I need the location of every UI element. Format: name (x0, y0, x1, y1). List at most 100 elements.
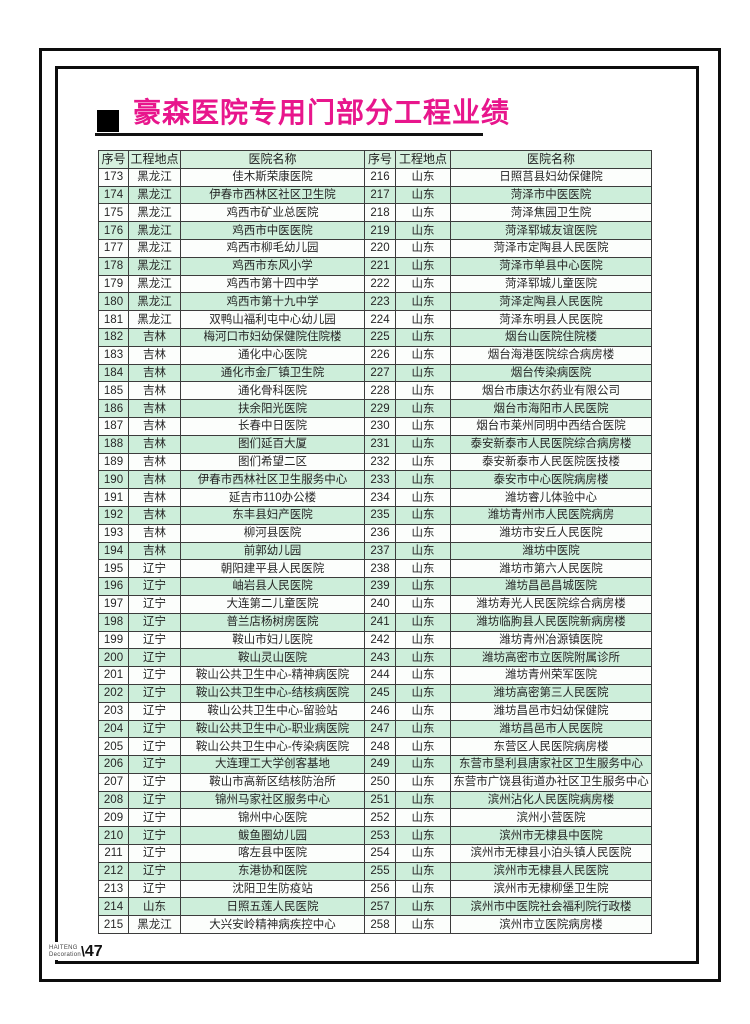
index-cell: 175 (98, 203, 129, 223)
location-cell: 山东 (395, 772, 451, 792)
hospital-name-cell: 鲅鱼圈幼儿园 (180, 826, 365, 846)
location-cell: 辽宁 (128, 612, 181, 632)
index-cell: 206 (98, 755, 129, 774)
location-cell: 辽宁 (128, 559, 181, 579)
index-cell: 196 (98, 577, 129, 596)
index-cell: 210 (98, 826, 129, 846)
index-cell: 242 (364, 630, 396, 650)
index-cell: 229 (364, 399, 396, 418)
hospital-name-cell: 伊春市西林社区卫生服务中心 (180, 470, 365, 490)
index-cell: 213 (98, 879, 129, 899)
index-cell: 218 (364, 203, 396, 223)
location-cell: 山东 (395, 416, 451, 436)
location-cell: 山东 (395, 452, 451, 472)
location-cell: 黑龙江 (128, 274, 181, 294)
table-row: 202 辽宁 鞍山公共卫生中心-结核病医院 245 山东 潍坊高密第三人民医院 (98, 683, 652, 703)
index-cell: 176 (98, 221, 129, 240)
location-cell: 辽宁 (128, 844, 181, 863)
index-cell: 222 (364, 274, 396, 294)
hospital-name-cell: 前郭幼儿园 (180, 541, 365, 561)
index-cell: 193 (98, 523, 129, 543)
index-cell: 251 (364, 790, 396, 810)
header-hospital-left: 医院名称 (180, 150, 365, 169)
hospital-name-cell: 图们延百大厦 (180, 434, 365, 454)
hospital-name-cell: 鞍山灵山医院 (180, 648, 365, 668)
location-cell: 山东 (395, 897, 451, 917)
hospital-name-cell: 鸡西市第十九中学 (180, 292, 365, 312)
table-row: 175 黑龙江 鸡西市矿业总医院 218 山东 菏泽焦园卫生院 (98, 203, 652, 223)
index-cell: 178 (98, 256, 129, 276)
location-cell: 山东 (395, 185, 451, 205)
table-row: 208 辽宁 锦州马家社区服务中心 251 山东 滨州沾化人民医院病房楼 (98, 790, 652, 810)
table-body: 173 黑龙江 佳木斯荣康医院 216 山东 日照莒县妇幼保健院 174 黑龙江 伊春市西林区社… (98, 167, 652, 935)
table-row: 187 吉林 长春中日医院 230 山东 烟台市莱州同明中西结合医院 (98, 416, 652, 436)
location-cell: 山东 (395, 523, 451, 543)
page-number: 47 (84, 943, 103, 960)
index-cell: 181 (98, 310, 129, 329)
hospital-name-cell: 烟台市海阳市人民医院 (450, 399, 652, 418)
hospital-name-cell: 大兴安岭精神病疾控中心 (180, 915, 365, 935)
location-cell: 山东 (395, 915, 451, 935)
location-cell: 山东 (395, 327, 451, 347)
header-location-left: 工程地点 (128, 150, 181, 169)
location-cell: 山东 (395, 719, 451, 739)
hospital-name-cell: 烟台海港医院综合病房楼 (450, 345, 652, 365)
hospital-name-cell: 泰安新泰市人民医院综合病房楼 (450, 434, 652, 454)
table-row: 186 吉林 扶余阳光医院 229 山东 烟台市海阳市人民医院 (98, 399, 652, 418)
hospital-name-cell: 普兰店杨树房医院 (180, 612, 365, 632)
location-cell: 山东 (395, 292, 451, 312)
index-cell: 179 (98, 274, 129, 294)
location-cell: 辽宁 (128, 719, 181, 739)
index-cell: 189 (98, 452, 129, 472)
hospital-name-cell: 潍坊临朐县人民医院新病房楼 (450, 612, 652, 632)
index-cell: 231 (364, 434, 396, 454)
hospital-name-cell: 日照莒县妇幼保健院 (450, 167, 652, 187)
hospital-name-cell: 潍坊高密第三人民医院 (450, 683, 652, 703)
hospital-name-cell: 锦州马家社区服务中心 (180, 790, 365, 810)
hospital-name-cell: 菏泽市定陶县人民医院 (450, 238, 652, 258)
hospital-name-cell: 东港协和医院 (180, 861, 365, 881)
location-cell: 山东 (395, 274, 451, 294)
location-cell: 黑龙江 (128, 238, 181, 258)
location-cell: 山东 (395, 505, 451, 525)
location-cell: 山东 (395, 577, 451, 596)
location-cell: 山东 (395, 630, 451, 650)
table-row: 188 吉林 图们延百大厦 231 山东 泰安新泰市人民医院综合病房楼 (98, 434, 652, 454)
table-row: 195 辽宁 朝阳建平县人民医院 238 山东 潍坊市第六人民医院 (98, 559, 652, 579)
location-cell: 吉林 (128, 327, 181, 347)
page-footer: HAITENG Decoration \ 47 (46, 942, 106, 960)
brand-slash-icon: \ (81, 943, 85, 959)
location-cell: 山东 (128, 897, 181, 917)
location-cell: 吉林 (128, 399, 181, 418)
index-cell: 253 (364, 826, 396, 846)
location-cell: 辽宁 (128, 630, 181, 650)
table-row: 213 辽宁 沈阳卫生防疫站 256 山东 滨州市无棣柳堡卫生院 (98, 879, 652, 899)
table-row: 173 黑龙江 佳木斯荣康医院 216 山东 日照莒县妇幼保健院 (98, 167, 652, 187)
table-row: 178 黑龙江 鸡西市东风小学 221 山东 菏泽市单县中心医院 (98, 256, 652, 276)
location-cell: 山东 (395, 256, 451, 276)
title-bullet-square-icon (97, 110, 119, 132)
hospital-name-cell: 双鸭山福利屯中心幼儿园 (180, 310, 365, 329)
index-cell: 180 (98, 292, 129, 312)
hospital-name-cell: 鸡西市矿业总医院 (180, 203, 365, 223)
table-row: 174 黑龙江 伊春市西林区社区卫生院 217 山东 菏泽市中医医院 (98, 185, 652, 205)
index-cell: 199 (98, 630, 129, 650)
location-cell: 黑龙江 (128, 256, 181, 276)
index-cell: 205 (98, 737, 129, 757)
page-title: 豪森医院专用门部分工程业绩 (133, 97, 511, 128)
hospital-name-cell: 潍坊昌邑市妇幼保健院 (450, 701, 652, 721)
table-row: 205 辽宁 鞍山公共卫生中心-传染病医院 248 山东 东营区人民医院病房楼 (98, 737, 652, 757)
hospital-name-cell: 潍坊青州荣军医院 (450, 666, 652, 685)
index-cell: 244 (364, 666, 396, 685)
location-cell: 辽宁 (128, 879, 181, 899)
index-cell: 243 (364, 648, 396, 668)
location-cell: 黑龙江 (128, 292, 181, 312)
location-cell: 山东 (395, 737, 451, 757)
index-cell: 221 (364, 256, 396, 276)
hospital-name-cell: 梅河口市妇幼保健院住院楼 (180, 327, 365, 347)
index-cell: 219 (364, 221, 396, 240)
location-cell: 辽宁 (128, 683, 181, 703)
table-row: 206 辽宁 大连理工大学创客基地 249 山东 东营市垦利县唐家社区卫生服务中心 (98, 755, 652, 774)
index-cell: 186 (98, 399, 129, 418)
hospital-name-cell: 滨州市无棣柳堡卫生院 (450, 879, 652, 899)
